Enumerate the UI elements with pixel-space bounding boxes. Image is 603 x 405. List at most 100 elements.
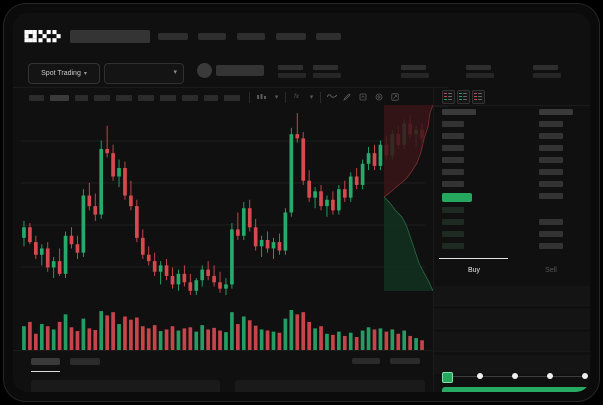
candles-dropdown-icon[interactable]: ▾ (274, 94, 279, 101)
ob-mode-asks-icon[interactable] (472, 90, 485, 104)
candlestick-chart-svg (21, 113, 425, 350)
candle-body (354, 176, 359, 185)
depth-chart (384, 105, 433, 291)
order-type-field[interactable] (434, 286, 590, 306)
price-chart[interactable] (13, 105, 433, 350)
tab-sell[interactable]: Sell (545, 267, 557, 274)
volume-bar (99, 311, 104, 350)
volume-bar (348, 332, 353, 350)
slider-stop-75[interactable] (547, 373, 553, 379)
interval-6[interactable] (138, 95, 154, 101)
order-book[interactable] (434, 105, 590, 258)
volume-bar (402, 330, 407, 350)
toolbar-divider-2 (285, 92, 286, 103)
candle-body (200, 269, 205, 281)
orderbook-ask-row[interactable] (442, 145, 464, 151)
orderbook-bid-row[interactable] (442, 231, 464, 237)
volume-bar (230, 312, 234, 350)
slider-handle[interactable] (442, 372, 453, 383)
interval-2-active[interactable] (50, 95, 69, 101)
candle-body (194, 280, 199, 291)
candle-body (87, 195, 92, 207)
interval-8[interactable] (182, 95, 198, 101)
candle-body (135, 206, 139, 238)
slider-stop-100[interactable] (582, 373, 588, 379)
orderbook-ask-row[interactable] (442, 157, 464, 163)
amount-percent-slider[interactable] (442, 372, 589, 383)
amount-field[interactable] (434, 332, 590, 352)
ob-mode-both-icon[interactable] (442, 90, 455, 104)
volume-bar (69, 327, 74, 350)
buy-submit-button[interactable] (442, 387, 589, 392)
slider-stop-25[interactable] (477, 373, 483, 379)
tab-order-history[interactable] (70, 358, 100, 365)
alert-bell-icon[interactable] (357, 92, 368, 101)
volume-bar (129, 319, 133, 350)
interval-9[interactable] (204, 95, 218, 101)
volume-bar (253, 325, 258, 350)
indicators-icon[interactable]: fx (294, 94, 299, 100)
interval-3[interactable] (75, 95, 88, 101)
tab-buy[interactable]: Buy (467, 267, 481, 274)
volume-bar (313, 328, 317, 350)
volume-bar (307, 321, 311, 350)
volume-bar (384, 331, 389, 350)
interval-10[interactable] (224, 95, 240, 101)
candle-body (337, 189, 341, 211)
action-hide-other-pairs[interactable] (352, 358, 380, 364)
settings-gear-icon[interactable] (373, 92, 384, 101)
orderbook-ask-row[interactable] (442, 133, 464, 139)
order-row-1[interactable] (31, 380, 220, 392)
order-row-2[interactable] (235, 380, 425, 392)
volume-bar (366, 327, 371, 350)
trade-sidebar: Buy Sell (433, 87, 590, 392)
trading-pair-selector[interactable]: ▾ (104, 63, 184, 84)
total-field[interactable] (434, 355, 590, 374)
orderbook-bid-row[interactable] (442, 243, 464, 249)
line-chart-icon[interactable] (326, 92, 337, 99)
interval-1[interactable] (29, 95, 44, 101)
orderbook-bid-row[interactable] (442, 207, 464, 213)
app-screen: Spot Trading ▾ ▾ ▾ (13, 13, 590, 392)
candle-body (164, 265, 169, 276)
draw-pencil-icon[interactable] (341, 92, 352, 101)
interval-5[interactable] (116, 95, 132, 101)
slider-stop-50[interactable] (512, 373, 518, 379)
candle-body (218, 282, 222, 289)
orderbook-size-cell (539, 181, 563, 187)
volume-bar (63, 314, 68, 350)
orderbook-ask-row[interactable] (442, 181, 464, 187)
orderbook-size-cell (539, 231, 563, 237)
volume-bar (188, 327, 193, 350)
interval-4[interactable] (94, 95, 110, 101)
volume-bar (182, 328, 187, 350)
nav-item-4[interactable] (276, 33, 306, 40)
price-field[interactable] (434, 309, 590, 329)
orderbook-size-cell (539, 243, 563, 249)
nav-item-3[interactable] (237, 33, 265, 40)
tab-open-orders[interactable] (31, 358, 60, 365)
fullscreen-icon[interactable] (389, 92, 400, 101)
candles-type-icon[interactable] (256, 92, 267, 100)
orderbook-ask-row[interactable] (442, 169, 464, 175)
indicators-dropdown-icon[interactable]: ▾ (309, 94, 314, 101)
candle-body (69, 235, 74, 245)
bid-depth-area (384, 197, 433, 291)
orderbook-bid-row[interactable] (442, 219, 464, 225)
candle-body (170, 275, 175, 285)
okx-logo-icon[interactable] (24, 30, 62, 43)
action-cancel-all[interactable] (390, 358, 420, 364)
spot-trading-selector[interactable]: Spot Trading ▾ (28, 63, 100, 84)
interval-7[interactable] (160, 95, 176, 101)
nav-item-5[interactable] (316, 33, 341, 40)
candle-body (51, 261, 56, 268)
candle-body (236, 229, 240, 236)
nav-item-2[interactable] (198, 33, 226, 40)
search-input[interactable] (70, 30, 150, 43)
candle-body (301, 138, 306, 181)
stat-change (278, 65, 306, 78)
volume-bar (378, 328, 383, 350)
ob-mode-bids-icon[interactable] (457, 90, 470, 104)
orderbook-ask-row[interactable] (442, 121, 464, 127)
nav-item-1[interactable] (158, 33, 188, 40)
